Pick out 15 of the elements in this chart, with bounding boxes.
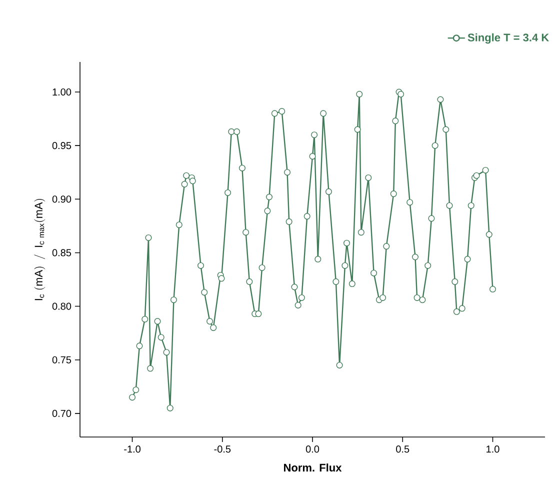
x-tick-label: 0.5 — [396, 446, 410, 453]
legend-label: Single T = 3.4 K — [468, 33, 550, 44]
y-tick-label: 0.95 — [52, 142, 72, 150]
x-tick-label: 0.0 — [306, 446, 320, 453]
x-axis-title: Norm. Flux — [284, 463, 342, 472]
y-axis-title: $\mathrm{I_{c}\ (mA)\ \ /\ \ I_{c\ max}(mA)}$ — [34, 198, 46, 300]
y-tick-label: 0.75 — [52, 356, 72, 364]
x-tick-label: 1.0 — [486, 446, 500, 453]
y-tick-label: 0.80 — [52, 302, 72, 310]
y-tick-label: 0.90 — [52, 196, 72, 203]
y-tick-label: 0.85 — [52, 249, 72, 256]
y-tick-label: 0.70 — [52, 410, 72, 417]
x-tick-label: -0.5 — [214, 446, 231, 453]
y-tick-label: 1.00 — [52, 88, 72, 96]
x-tick-label: -1.0 — [124, 446, 140, 453]
